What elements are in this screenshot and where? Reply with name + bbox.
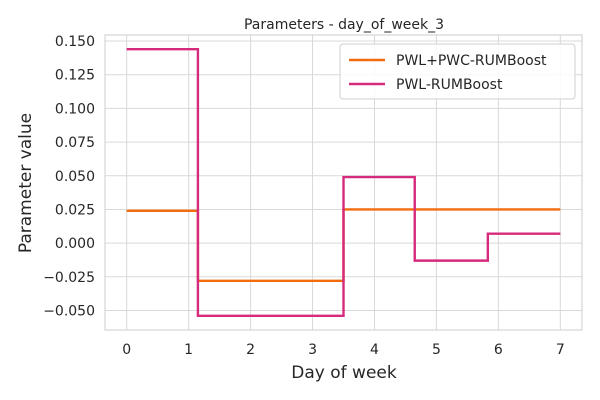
y-tick-label: 0.075 (55, 135, 95, 151)
series-line-pwl-rumboost (126, 47, 561, 318)
y-tick-label: 0.050 (55, 169, 95, 185)
y-tick-label: −0.025 (43, 270, 95, 286)
x-ticks: 0 1 2 3 4 5 6 7 (122, 342, 565, 358)
x-tick-label: 0 (122, 342, 131, 358)
x-tick-label: 1 (184, 342, 193, 358)
y-tick-label: 0.125 (55, 68, 95, 84)
y-tick-label: 0.150 (55, 34, 95, 50)
y-tick-label: 0.100 (55, 101, 95, 117)
y-tick-label: 0.000 (55, 236, 95, 252)
x-tick-label: 3 (308, 342, 317, 358)
y-axis-label: Parameter value (16, 113, 36, 253)
y-tick-label: −0.050 (43, 303, 95, 319)
x-axis-label: Day of week (291, 363, 397, 383)
legend: PWL+PWC-RUMBoost PWL-RUMBoost (339, 43, 576, 100)
y-tick-label: 0.025 (55, 202, 95, 218)
x-tick-label: 2 (246, 342, 255, 358)
x-tick-label: 7 (556, 342, 565, 358)
legend-box (339, 43, 576, 100)
series-line-pwl-pwc-rumboost (126, 208, 561, 283)
x-tick-label: 5 (432, 342, 441, 358)
x-tick-label: 6 (494, 342, 503, 358)
chart-title: Parameters - day_of_week_3 (244, 17, 444, 33)
y-ticks: 0.150 0.125 0.100 0.075 0.050 0.025 0.000 −0.02… (43, 34, 95, 319)
legend-label-pwl-rumboost: PWL-RUMBoost (396, 77, 503, 93)
x-tick-label: 4 (370, 342, 379, 358)
series-layer (126, 47, 561, 318)
plot-frame (104, 34, 583, 331)
legend-label-pwl-pwc-rumboost: PWL+PWC-RUMBoost (396, 53, 547, 69)
